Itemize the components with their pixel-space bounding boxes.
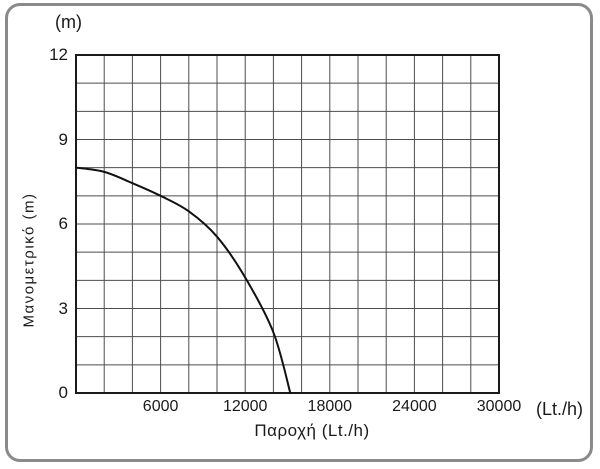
x-tick-label-12000: 12000 [222, 398, 268, 415]
y-axis-unit-label: (m) [55, 12, 82, 32]
x-tick-label-18000: 18000 [307, 398, 353, 415]
y-tick-label-6: 6 [58, 214, 68, 233]
plot-border [75, 54, 500, 394]
pump-head-curve [75, 166, 292, 394]
x-axis-unit-label: (Lt./h) [536, 399, 584, 419]
x-axis-title: Παροχή (Lt./h) [254, 421, 370, 440]
y-tick-label-12: 12 [49, 45, 68, 64]
y-tick-label-0: 0 [58, 383, 68, 402]
chart-card [5, 3, 593, 462]
x-tick-label-30000: 30000 [476, 398, 522, 415]
y-tick-label-3: 3 [58, 298, 68, 318]
y-tick-label-9: 9 [58, 129, 68, 149]
x-tick-label-24000: 24000 [392, 398, 437, 415]
x-tick-label-6000: 6000 [142, 398, 179, 415]
plot-area [75, 54, 500, 394]
